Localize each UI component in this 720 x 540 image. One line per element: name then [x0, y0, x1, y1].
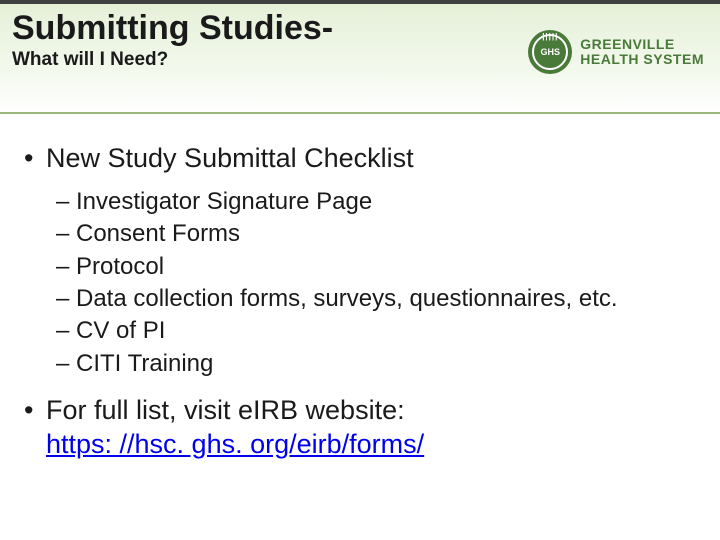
bullet-checklist: New Study Submittal Checklist [18, 142, 702, 176]
slide: Submitting Studies- What will I Need? ||… [0, 0, 720, 540]
list-item: Investigator Signature Page [18, 186, 702, 218]
logo-line2: HEALTH SYSTEM [580, 52, 704, 67]
eirb-link[interactable]: https: //hsc. ghs. org/eirb/forms/ [46, 429, 424, 459]
logo-text: GREENVILLE HEALTH SYSTEM [580, 37, 704, 68]
checklist-items: Investigator Signature Page Consent Form… [18, 186, 702, 380]
logo-badge-icon: ||||| GHS [528, 30, 572, 74]
list-item: CV of PI [18, 315, 702, 347]
list-item: Consent Forms [18, 218, 702, 250]
list-item: Data collection forms, surveys, question… [18, 283, 702, 315]
list-item: CITI Training [18, 348, 702, 380]
slide-body: New Study Submittal Checklist Investigat… [0, 114, 720, 482]
bullet-full-list: For full list, visit eIRB website: https… [18, 394, 702, 462]
logo-line1: GREENVILLE [580, 37, 704, 52]
header-band: Submitting Studies- What will I Need? ||… [0, 0, 720, 114]
org-logo: ||||| GHS GREENVILLE HEALTH SYSTEM [528, 30, 704, 74]
logo-badge-text: GHS [541, 47, 561, 57]
full-list-prefix: For full list, visit eIRB website: [46, 395, 405, 425]
sun-rays-icon: ||||| [542, 32, 558, 41]
list-item: Protocol [18, 251, 702, 283]
logo-badge-inner: ||||| GHS [532, 34, 568, 70]
